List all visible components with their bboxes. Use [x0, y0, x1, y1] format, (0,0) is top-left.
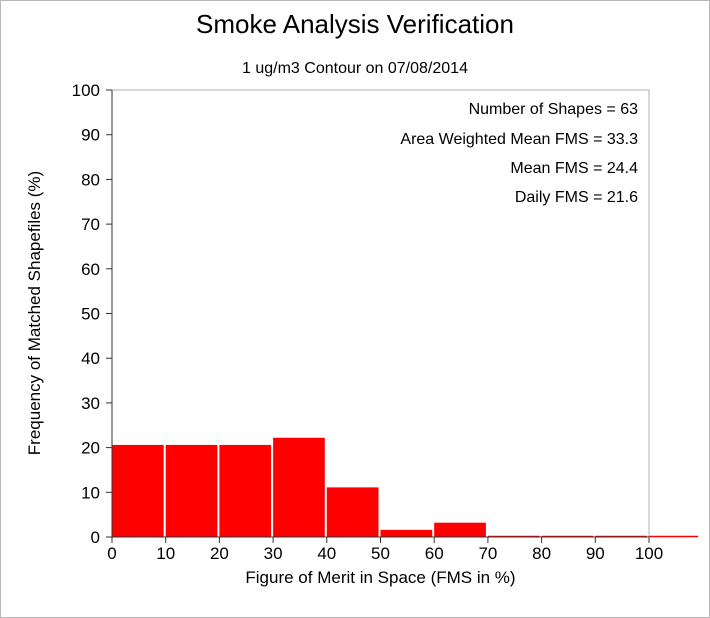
histogram-bar-4: [326, 487, 379, 537]
x-axis-label: Figure of Merit in Space (FMS in %): [245, 568, 516, 587]
chart-title: Smoke Analysis Verification: [196, 9, 514, 39]
y-tick-label-2: 20: [81, 439, 100, 458]
stat-area-weighted-mean-fms: Area Weighted Mean FMS = 33.3: [400, 131, 638, 148]
y-tick-label-9: 90: [81, 126, 100, 145]
x-tick-label-2: 20: [210, 544, 229, 563]
y-tick-label-4: 40: [81, 349, 100, 368]
chart-subtitle: 1 ug/m3 Contour on 07/08/2014: [242, 60, 468, 77]
histogram-bar-3: [273, 437, 325, 537]
y-tick-label-1: 10: [81, 483, 100, 502]
x-tick-label-10: 100: [635, 544, 663, 563]
x-tick-label-4: 40: [317, 544, 336, 563]
histogram-bar-0: [112, 444, 164, 537]
stat-daily-fms: Daily FMS = 21.6: [514, 189, 638, 206]
stat-number-of-shapes: Number of Shapes = 63: [468, 101, 638, 118]
histogram-bar-1: [165, 444, 218, 537]
x-tick-label-5: 50: [371, 544, 390, 563]
x-tick-label-3: 30: [264, 544, 283, 563]
x-tick-label-1: 10: [156, 544, 175, 563]
stat-mean-fms: Mean FMS = 24.4: [510, 160, 638, 177]
y-tick-label-7: 70: [81, 215, 100, 234]
x-tick-label-8: 80: [532, 544, 551, 563]
y-tick-label-0: 0: [91, 528, 100, 547]
x-tick-label-9: 90: [586, 544, 605, 563]
x-tick-label-6: 60: [425, 544, 444, 563]
histogram-bar-2: [219, 444, 272, 537]
y-tick-label-3: 30: [81, 394, 100, 413]
y-tick-label-6: 60: [81, 260, 100, 279]
x-tick-label-7: 70: [478, 544, 497, 563]
y-tick-label-8: 80: [81, 170, 100, 189]
y-tick-label-10: 100: [72, 81, 100, 100]
histogram-bar-5: [380, 529, 433, 537]
histogram-bar-6: [434, 522, 486, 537]
x-tick-label-0: 0: [107, 544, 116, 563]
y-tick-label-5: 50: [81, 305, 100, 324]
